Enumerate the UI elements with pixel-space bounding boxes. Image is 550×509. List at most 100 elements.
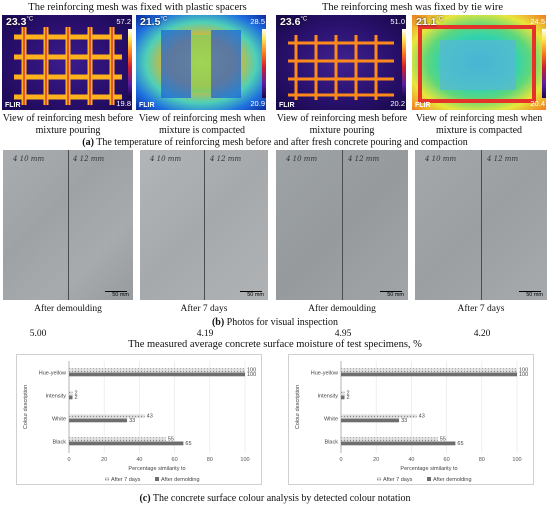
x-tick-label: 60 [172,457,178,463]
bar-after-7-days [69,368,245,373]
temperature-readout: 23.3°C [6,16,34,28]
data-label: 2 [75,391,78,397]
colour-chart-right: 0 20 40 60 80 100 Hue-yellow 100 100 Intensity 2 2 W… [288,354,534,485]
x-tick-label: 0 [339,457,342,463]
x-tick-label: 40 [136,457,142,463]
data-label: 100 [247,372,256,378]
x-tick-label: 80 [479,457,485,463]
category-label: White [324,417,338,423]
concrete-photo-1: 4 10 mm 4 12 mm 50 mm [3,150,133,300]
moisture-value-2: 4.19 [196,329,214,339]
photo-label-2: After 7 days [180,304,228,314]
mesh-grid-hot [288,35,394,100]
concrete-photo-2: 4 10 mm 4 12 mm 50 mm [140,150,268,300]
category-label: Intensity [318,394,339,400]
thermal-image-1: 23.3°C 57.2 19.8 FLIR [2,15,132,110]
legend-swatch [427,477,431,481]
bar-after-demolding [341,395,345,400]
bar-after-7-days [341,437,438,442]
thermal-image-2: 21.5°C 28.5 20.9 FLIR [136,15,266,110]
scale-min: 19.8 [116,99,131,108]
data-label: 43 [147,414,153,420]
data-label: 2 [347,391,350,397]
data-label: 2 [347,395,350,401]
bar-after-7-days [69,437,166,442]
x-tick-label: 40 [408,457,414,463]
data-label: 33 [129,418,135,424]
x-tick-label: 20 [101,457,107,463]
thermal-caption-4: View of reinforcing mesh when mixture is… [415,113,543,136]
scale-max: 51.0 [390,17,405,26]
right-group-title: The reinforcing mesh was fixed by tie wi… [321,2,504,13]
data-label: 33 [401,418,407,424]
category-label: Hue-yellow [39,371,66,377]
legend-label: After 7 days [383,477,413,483]
data-label: 55 [168,437,174,443]
bar-after-demolding [69,418,128,423]
concrete-photo-4: 4 10 mm 4 12 mm 50 mm [415,150,547,300]
left-group-title: The reinforcing mesh was fixed with plas… [28,2,247,13]
caption-b: (b) Photos for visual inspection [211,317,339,328]
caption-c: (c) The concrete surface colour analysis… [139,493,411,504]
temperature-readout: 21.1°C [416,16,444,28]
y-axis-title: Colour description [23,385,29,429]
bar-after-demolding [69,395,73,400]
legend-label: After demolding [161,477,200,483]
bar-after-7-days [69,414,145,419]
photo-label-3: After demoulding [308,304,376,314]
caption-a: (a) The temperature of reinforcing mesh … [82,137,468,148]
scale-max: 28.5 [250,17,265,26]
data-label: 100 [519,372,528,378]
temperature-readout: 21.5°C [140,16,168,28]
thermal-image-3: 23.6°C 51.0 20.2 FLIR [276,15,406,110]
category-label: Hue-yellow [311,371,338,377]
moisture-title: The measured average concrete surface mo… [128,339,422,350]
x-tick-label: 100 [240,457,249,463]
scale-min: 20.4 [530,99,545,108]
x-tick-label: 60 [444,457,450,463]
scale-min: 20.9 [250,99,265,108]
colour-chart-left: 0 20 40 60 80 100 Hue-yellow 100 100 Intensity 2 2 W… [16,354,262,485]
color-scale [128,29,132,98]
bar-after-demolding [69,372,245,377]
bar-after-demolding [341,418,400,423]
scale-bar-label: 50 mm [247,292,264,298]
photo-label-1: After demoulding [34,304,102,314]
thermal-image-4: 21.1°C 24.5 20.4 FLIR [412,15,546,110]
x-axis-title: Percentage similarity to [400,466,457,472]
category-label: Black [53,440,67,446]
legend-label: After demolding [433,477,472,483]
compacted-mixture-heat [418,25,536,103]
scale-bar-label: 50 mm [112,292,129,298]
legend-swatch [155,477,159,481]
scale-bar-label: 50 mm [526,292,543,298]
x-tick-label: 20 [373,457,379,463]
scale-max: 24.5 [530,17,545,26]
thermal-caption-1: View of reinforcing mesh before mixture … [2,113,134,136]
bar-after-demolding [341,441,456,446]
legend-swatch [377,477,381,481]
bar-after-demolding [341,372,517,377]
legend-swatch [105,477,109,481]
photo-label-4: After 7 days [457,304,505,314]
x-tick-label: 80 [207,457,213,463]
data-label: 100 [247,368,256,374]
color-scale [262,29,266,98]
x-axis-title: Percentage similarity to [128,466,185,472]
scale-max: 57.2 [116,17,131,26]
moisture-value-3: 4.95 [334,329,352,339]
data-label: 65 [185,441,191,447]
data-label: 65 [457,441,463,447]
bar-after-7-days [341,414,417,419]
flir-logo: FLIR [5,102,21,109]
x-tick-label: 100 [512,457,521,463]
bar-after-demolding [69,441,184,446]
category-label: Intensity [46,394,67,400]
flir-logo: FLIR [279,102,295,109]
moisture-value-1: 5.00 [29,329,47,339]
concrete-photo-3: 4 10 mm 4 12 mm 50 mm [276,150,408,300]
flir-logo: FLIR [415,102,431,109]
data-label: 55 [440,437,446,443]
